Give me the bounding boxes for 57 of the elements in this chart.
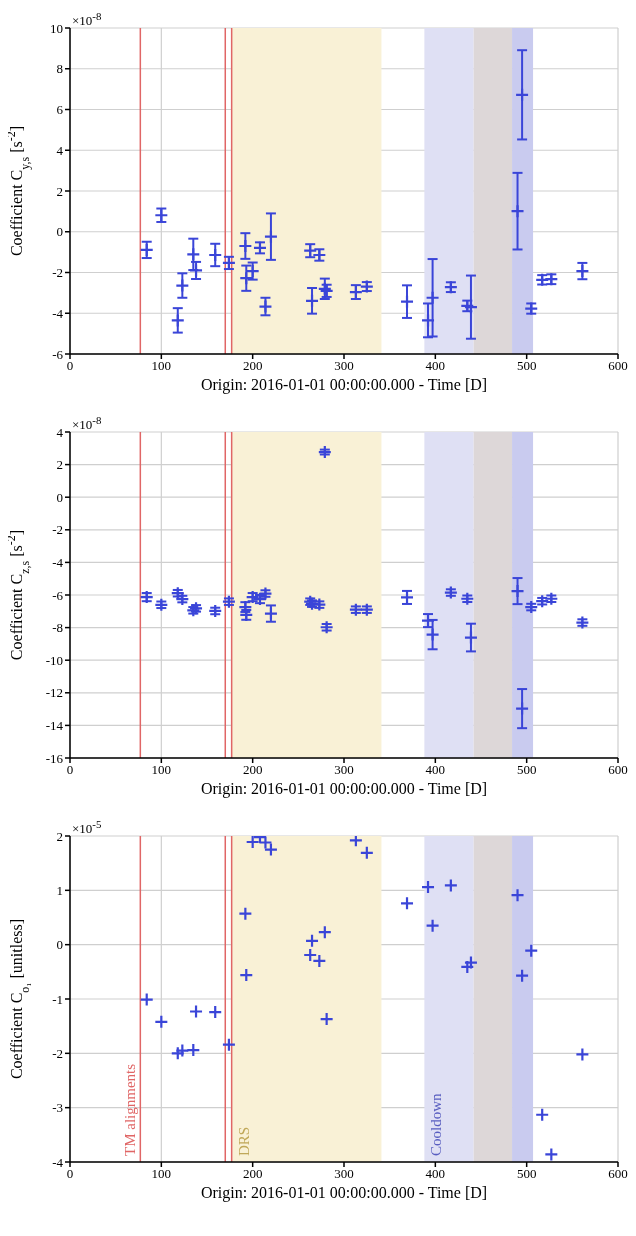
- x-tick-label: 300: [334, 762, 354, 778]
- x-tick-label: 400: [425, 762, 446, 778]
- y-tick-label: -10: [45, 652, 63, 668]
- y-tick-label: -3: [52, 1100, 63, 1116]
- annotation: ×10$^{-8}$: [72, 414, 102, 434]
- y-tick-label: -6: [52, 587, 64, 603]
- annotation: ×10$^{-5}$: [72, 818, 102, 838]
- y-tick-label: -1: [52, 991, 63, 1007]
- y-tick-label: 0: [56, 937, 63, 953]
- y-tick-label: 2: [56, 828, 63, 844]
- x-tick-label: 600: [608, 762, 628, 778]
- y-tick-label: -2: [52, 1045, 63, 1061]
- y-tick-label: -12: [45, 685, 63, 701]
- y-tick-label: -4: [52, 555, 64, 571]
- band-label: DRS: [235, 1126, 252, 1156]
- x-tick-label: 0: [66, 358, 74, 374]
- y-tick-label: -14: [45, 718, 64, 734]
- x-axis-title: Origin: 2016-01-01 00:00:00.000 - Time [D]: [200, 376, 488, 394]
- y-tick-label: 4: [56, 142, 64, 158]
- x-tick-label: 100: [151, 762, 172, 778]
- x-axis-title: Origin: 2016-01-01 00:00:00.000 - Time [D]: [200, 1184, 488, 1202]
- x-tick-label: 600: [608, 1166, 628, 1182]
- y-tick-label: -4: [52, 305, 64, 321]
- y-tick-label: -4: [52, 1154, 64, 1170]
- x-tick-label: 300: [334, 1166, 354, 1182]
- y-tick-label: -2: [52, 522, 63, 538]
- y-tick-label: 10: [50, 20, 63, 36]
- x-tick-label: 500: [516, 762, 537, 778]
- x-tick-label: 400: [425, 1166, 446, 1182]
- x-tick-label: 500: [516, 1166, 537, 1182]
- y-tick-label: -6: [52, 346, 64, 362]
- y-tick-label: -2: [52, 265, 63, 281]
- annotation: ×10$^{-8}$: [72, 10, 102, 30]
- y-tick-label: 0: [56, 224, 63, 240]
- x-tick-label: 100: [151, 1166, 172, 1182]
- ref-line-label: TM alignments: [122, 1063, 139, 1156]
- y-tick-label: 6: [56, 102, 64, 118]
- x-tick-label: 500: [516, 358, 537, 374]
- x-tick-label: 0: [66, 1166, 74, 1182]
- x-tick-label: 300: [334, 358, 354, 374]
- x-tick-label: 200: [242, 358, 263, 374]
- y-tick-label: -8: [52, 620, 63, 636]
- x-tick-label: 200: [242, 762, 263, 778]
- y-tick-label: 0: [56, 489, 63, 505]
- x-tick-label: 600: [608, 358, 628, 374]
- x-tick-label: 0: [66, 762, 74, 778]
- band-label: Cooldown: [428, 1093, 445, 1156]
- y-tick-label: 2: [56, 457, 63, 473]
- x-tick-label: 200: [242, 1166, 263, 1182]
- x-axis-title: Origin: 2016-01-01 00:00:00.000 - Time [D]: [200, 780, 488, 798]
- y-tick-label: -16: [45, 750, 64, 766]
- y-tick-label: 1: [56, 882, 63, 898]
- y-tick-label: 4: [56, 424, 64, 440]
- y-tick-label: 2: [56, 183, 63, 199]
- x-tick-label: 400: [425, 358, 446, 374]
- x-tick-label: 100: [151, 358, 172, 374]
- y-tick-label: 8: [56, 61, 63, 77]
